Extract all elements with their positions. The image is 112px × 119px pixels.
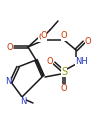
Text: O: O [61,84,67,93]
Text: O: O [41,32,47,40]
Text: O: O [61,32,67,40]
Text: N: N [5,77,11,87]
Text: O: O [47,57,53,67]
Text: NH: NH [75,57,87,65]
Text: O: O [7,42,13,52]
Text: N: N [20,97,26,106]
Text: O: O [38,32,45,42]
Text: S: S [61,67,67,77]
Text: O: O [85,37,91,45]
